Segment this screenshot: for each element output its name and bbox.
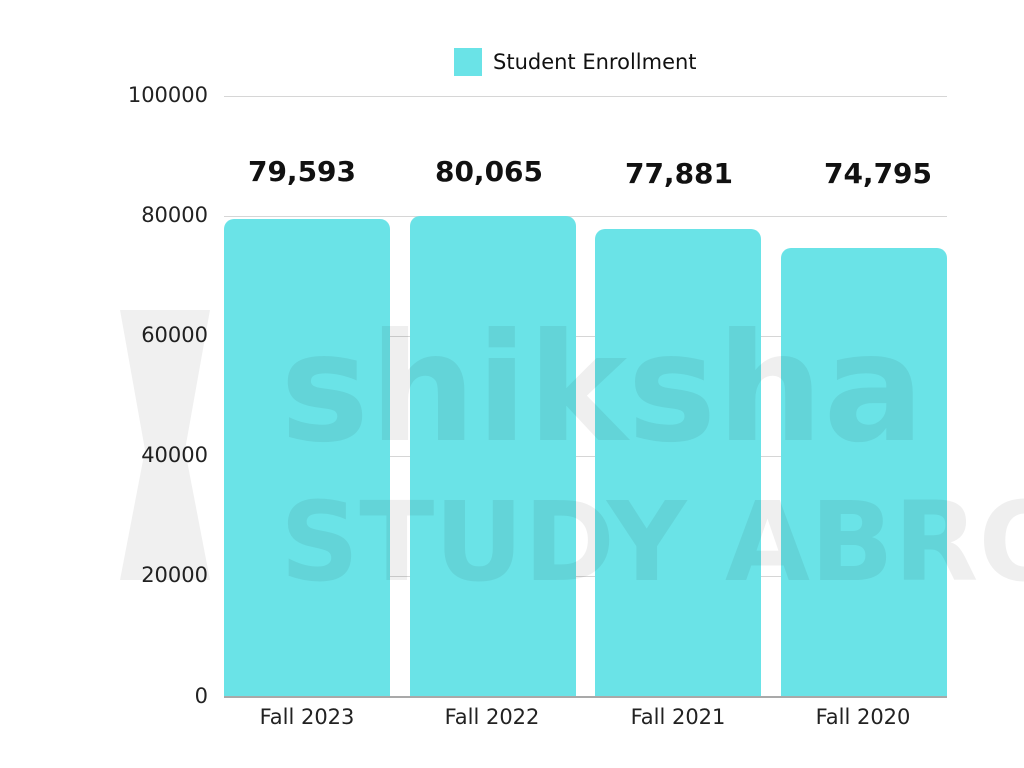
x-tick-label: Fall 2023 [259,705,355,729]
gridline-80000 [224,216,947,217]
chart-legend: Student Enrollment [454,48,697,76]
x-tick-label: Fall 2022 [444,705,540,729]
data-label-fall-2020: 74,795 [823,157,933,190]
legend-swatch [454,48,482,76]
y-tick-label: 40000 [141,443,208,467]
bar-fall-2023 [224,219,390,696]
gridline-60000 [224,336,947,337]
bar-fall-2020 [781,248,947,696]
bar-fall-2021 [595,229,761,696]
x-tick-label: Fall 2020 [815,705,911,729]
gridline-20000 [224,576,947,577]
gridline-100000 [224,96,947,97]
data-label-fall-2021: 77,881 [624,157,734,190]
data-label-fall-2022: 80,065 [434,155,544,188]
y-tick-label: 80000 [141,203,208,227]
y-tick-label: 0 [194,684,208,708]
x-tick-label: Fall 2021 [630,705,726,729]
y-tick-label: 100000 [127,83,208,107]
data-label-fall-2023: 79,593 [247,155,357,188]
y-tick-label: 20000 [141,563,208,587]
gridline-40000 [224,456,947,457]
y-tick-label: 60000 [141,323,208,347]
bar-fall-2022 [410,216,576,696]
x-axis-line [224,696,947,698]
legend-label: Student Enrollment [493,50,697,74]
